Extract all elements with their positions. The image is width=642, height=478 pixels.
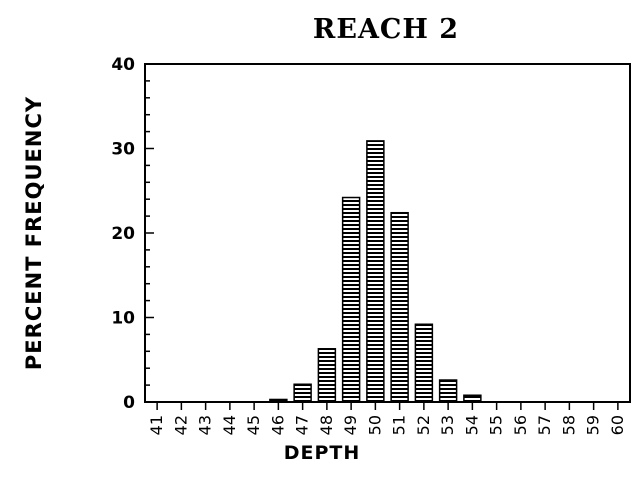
bar [341, 196, 361, 403]
x-tick-label: 56 [511, 415, 530, 435]
x-tick-label: 60 [608, 415, 627, 435]
bar [269, 398, 288, 403]
x-tick-label: 50 [365, 415, 384, 435]
x-tick-label: 59 [584, 415, 603, 435]
y-tick-label: 10 [111, 309, 135, 329]
bar [366, 140, 385, 403]
x-axis-label: DEPTH [283, 442, 361, 464]
x-tick-label: 46 [268, 415, 287, 435]
x-tick-label: 43 [196, 415, 215, 435]
x-tick-label: 45 [244, 415, 263, 435]
bar [317, 348, 337, 403]
bar [414, 323, 434, 403]
x-tick-label: 57 [535, 415, 554, 435]
x-tick-label: 53 [438, 415, 457, 435]
x-tick-label: 48 [317, 415, 336, 435]
bar [390, 211, 409, 403]
chart-title: REACH 2 [312, 14, 460, 45]
bar [463, 394, 482, 403]
x-tick-label: 58 [559, 415, 578, 435]
x-tick-label: 51 [390, 415, 409, 435]
x-tick-label: 55 [487, 415, 506, 435]
y-tick-label: 0 [123, 393, 135, 413]
x-tick-label: 52 [414, 415, 433, 435]
x-tick-label: 42 [171, 415, 190, 435]
bar [438, 379, 458, 403]
y-tick-label: 30 [111, 140, 135, 160]
y-tick-label: 20 [111, 224, 135, 244]
bar [293, 383, 312, 403]
y-tick-label: 40 [111, 55, 135, 75]
x-tick-label: 49 [341, 415, 360, 435]
x-tick-label: 54 [462, 415, 481, 435]
x-tick-label: 44 [220, 415, 239, 435]
x-tick-label: 41 [147, 415, 166, 435]
x-tick-label: 47 [293, 415, 312, 435]
plot-frame [144, 63, 631, 403]
